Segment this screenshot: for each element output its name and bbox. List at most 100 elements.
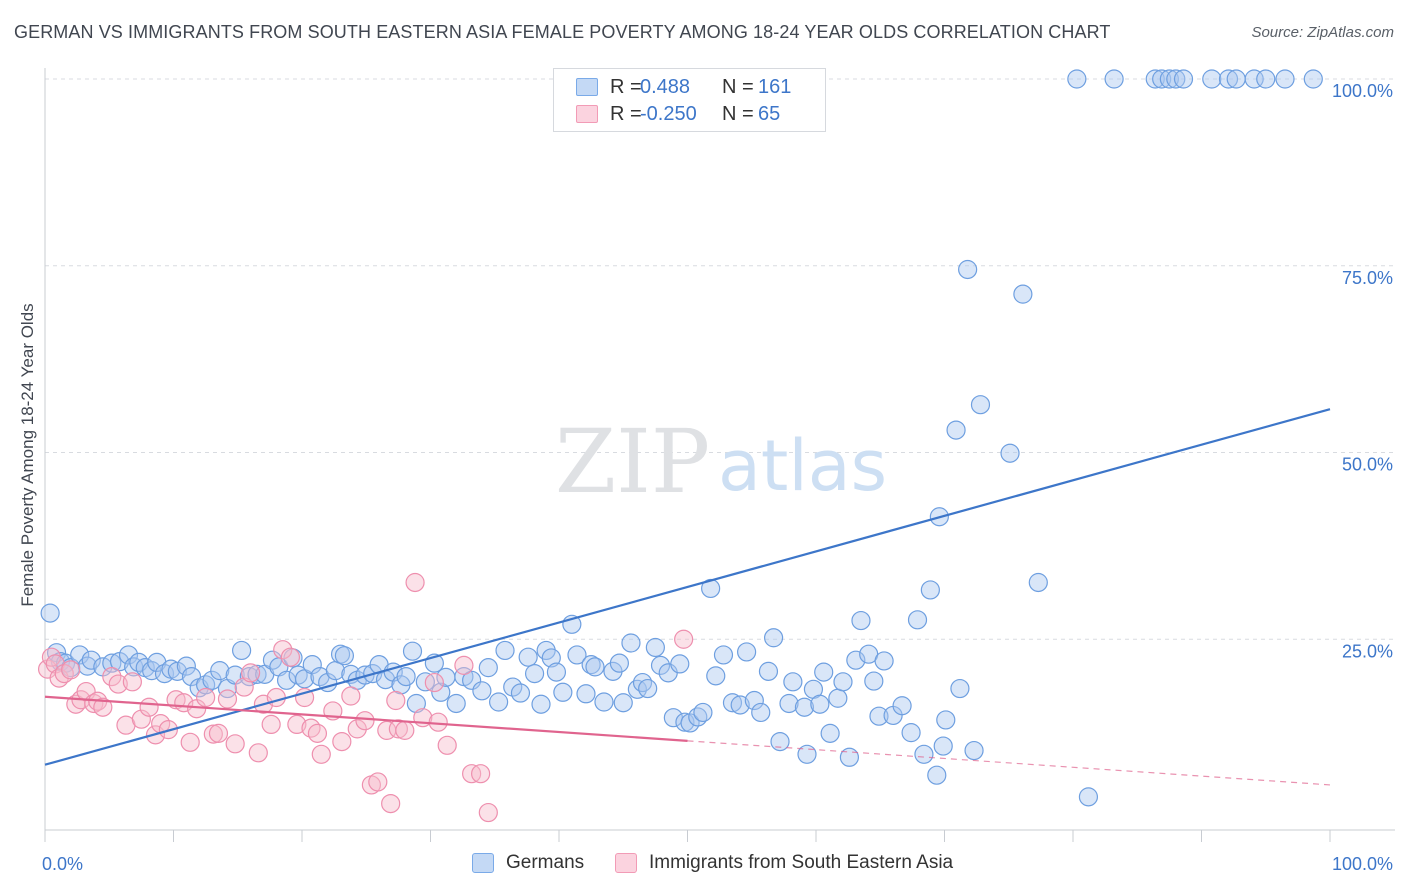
immigrants-point (225, 734, 245, 754)
germans-point (770, 731, 790, 752)
germans-point (118, 645, 139, 665)
germans-point (102, 653, 122, 673)
germans-point (524, 664, 545, 684)
stats-legend-row-immigrants: R = -0.250 N = 65 (576, 100, 780, 128)
n-label: N = (722, 75, 754, 98)
germans-point (1159, 69, 1179, 89)
germans-point (1226, 69, 1246, 89)
stats-legend-row-germans: R = 0.488 N = 161 (576, 73, 791, 101)
germans-point (1013, 284, 1033, 304)
germans-legend-label: Germans (506, 852, 585, 873)
r-value: -0.250 (640, 102, 697, 125)
immigrants-point (368, 772, 388, 792)
source-label: Source: ZipAtlas.com (1251, 24, 1394, 41)
immigrants-point (234, 677, 254, 697)
germans-point (675, 712, 695, 732)
y-tick-label: 75.0% (1342, 268, 1393, 288)
r-value: 0.488 (640, 75, 691, 98)
germans-point (1166, 69, 1186, 89)
immigrants-point (102, 666, 122, 687)
germans-point (247, 664, 267, 684)
n-value: 65 (758, 102, 781, 125)
germans-point (210, 661, 230, 681)
germans-point (503, 677, 523, 697)
immigrants-point (273, 640, 293, 660)
germans-point (202, 670, 222, 690)
immigrants-legend-label: Immigrants from South Eastern Asia (649, 852, 954, 873)
germans-point (489, 692, 509, 712)
x-tick-label: 0.0% (42, 854, 83, 874)
immigrants-point (355, 711, 375, 731)
germans-point (462, 670, 482, 690)
germans-point (1303, 69, 1323, 89)
germans-point (40, 603, 60, 623)
germans-point (495, 640, 515, 661)
germans-point (744, 690, 764, 711)
germans-point (621, 633, 641, 653)
germans-point (779, 693, 799, 714)
immigrants-point (241, 663, 261, 683)
germans-point (585, 657, 605, 677)
germans-point (1275, 69, 1295, 89)
germans-point (851, 610, 871, 631)
germans-point (864, 671, 884, 691)
immigrants-point (301, 718, 321, 738)
n-value: 161 (758, 75, 792, 98)
germans-point (713, 645, 734, 665)
germans-point (763, 628, 784, 648)
germans-point (176, 656, 196, 676)
germans-point (1104, 69, 1124, 89)
germans-point (1202, 69, 1222, 89)
germans-point (737, 642, 757, 662)
germans-point (797, 744, 817, 764)
germans-point (927, 765, 947, 785)
germans-point (1152, 69, 1172, 89)
germans-point (632, 672, 653, 693)
germans-point (232, 640, 252, 661)
immigrants-point (674, 629, 694, 649)
immigrants-swatch (576, 105, 598, 123)
y-tick-label: 50.0% (1342, 455, 1393, 475)
immigrants-point (347, 719, 367, 739)
chart-title: GERMAN VS IMMIGRANTS FROM SOUTH EASTERN … (14, 22, 1111, 42)
germans-point (541, 648, 561, 668)
germans-point (546, 662, 567, 682)
germans-point (302, 655, 322, 675)
immigrants-point (428, 712, 448, 732)
germans-point (914, 744, 934, 764)
germans-point (820, 723, 840, 743)
legend-item-germans[interactable]: Germans (472, 852, 584, 874)
immigrants-point (388, 719, 408, 739)
germans-point (901, 723, 921, 743)
immigrants-point (108, 674, 128, 694)
germans-point (758, 661, 779, 681)
germans-point (833, 672, 853, 692)
immigrants-point (405, 572, 425, 593)
germans-point (920, 580, 940, 600)
germans-point (181, 666, 202, 687)
germans-point (510, 683, 531, 703)
immigrants-point (332, 731, 352, 752)
germans-point (814, 662, 834, 682)
r-label: R = (610, 75, 642, 98)
immigrants-point (93, 697, 113, 717)
germans-point (431, 682, 451, 702)
germans-point (396, 666, 416, 687)
germans-point (576, 684, 596, 704)
germans-point (167, 661, 187, 681)
germans-point (531, 694, 551, 714)
immigrants-point (395, 720, 415, 740)
germans-point (472, 681, 492, 701)
germans-point (706, 666, 726, 686)
immigrants-point (266, 687, 286, 708)
immigrants-point (437, 735, 457, 755)
germans-point (693, 702, 713, 723)
watermark-zip: ZIP (555, 410, 710, 513)
germans-point (1078, 787, 1099, 807)
germans-point (874, 651, 894, 671)
germans-point (950, 678, 970, 699)
germans-point (645, 637, 665, 658)
legend-item-immigrants[interactable]: Immigrants from South Eastern Asia (615, 852, 953, 874)
germans-point (1145, 69, 1165, 89)
